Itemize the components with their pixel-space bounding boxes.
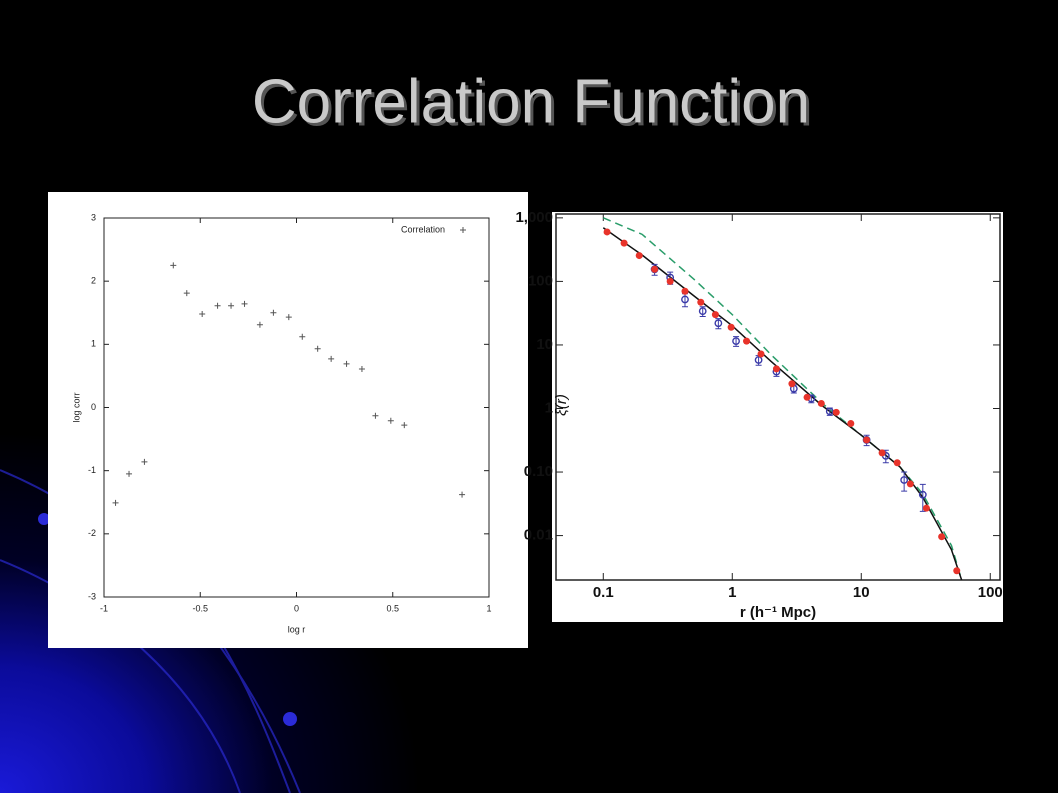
x-axis-label: r (h⁻¹ Mpc) [740,604,816,621]
point [372,412,379,419]
point [906,480,914,488]
point [698,307,707,316]
point [214,302,221,309]
point [199,311,206,318]
point [893,459,901,467]
x-tick-label: -1 [100,603,108,613]
point [285,314,292,321]
swoosh [219,639,291,793]
point [459,491,466,498]
y-tick-label: 0.10 [524,463,553,480]
point [343,360,350,367]
point [847,420,855,428]
point [832,408,840,416]
y-tick-label: 3 [91,212,96,222]
point [732,337,740,345]
x-tick-label: 0.1 [593,584,614,601]
x-tick-label: 1 [486,603,491,613]
point [922,504,930,512]
point [620,239,628,247]
point [299,333,306,340]
point [772,365,780,373]
legend-marker [460,227,466,233]
point [863,436,871,444]
point [900,476,909,484]
y-tick-label: 1 [91,339,96,349]
point [711,311,719,319]
y-axis-label: ξ(r) [553,394,570,416]
point [126,470,133,477]
y-tick-label: 2 [91,276,96,286]
y-tick-label: 0.01 [524,527,553,544]
y-tick-label: 10 [536,336,553,353]
x-tick-label: 100 [978,584,1003,601]
point [714,319,723,328]
point [681,295,689,304]
point [112,499,119,506]
point [938,533,946,541]
point [228,302,235,309]
decoration-dot [38,513,50,525]
y-tick-label: 0 [91,402,96,412]
point [757,350,765,358]
title-shadow: Correlation Function [255,70,813,139]
point [681,287,689,295]
y-tick-label: -3 [88,591,96,601]
point [387,417,394,424]
y-tick-label: -2 [88,528,96,538]
point [270,309,277,316]
decoration-dot [283,712,297,726]
point [241,300,248,307]
point [603,228,611,236]
plot-frame [555,213,1001,581]
point [256,321,263,328]
title: Correlation Function [252,67,810,136]
point [754,356,763,364]
point [314,345,321,352]
x-tick-label: 1 [728,584,736,601]
x-tick-label: 0 [294,603,299,613]
point [666,277,674,285]
point [803,393,811,401]
point [953,567,961,575]
point [788,380,796,388]
error-bar [901,471,908,492]
point [183,290,190,297]
x-axis-label: log r [288,624,306,634]
point [401,422,408,429]
point [651,265,659,273]
y-axis-label: log corr [71,392,81,422]
point [170,262,177,269]
point [635,252,643,260]
point [328,355,335,362]
legend-label: Correlation [401,224,445,234]
point [727,323,735,331]
y-tick-label: -1 [88,465,96,475]
point [918,490,927,499]
point [817,399,825,407]
point [697,298,705,306]
point [141,458,148,465]
chart-panel [552,212,1003,622]
point [358,365,365,372]
point [743,337,751,345]
y-tick-label: 1,000 [515,209,553,226]
x-tick-label: 10 [853,584,870,601]
point [878,449,886,457]
x-tick-label: -0.5 [192,603,208,613]
chart-panel [48,192,528,648]
y-tick-label: 1 [545,399,553,416]
swoosh [0,559,241,793]
x-tick-label: 0.5 [386,603,399,613]
y-tick-label: 100 [528,272,553,289]
